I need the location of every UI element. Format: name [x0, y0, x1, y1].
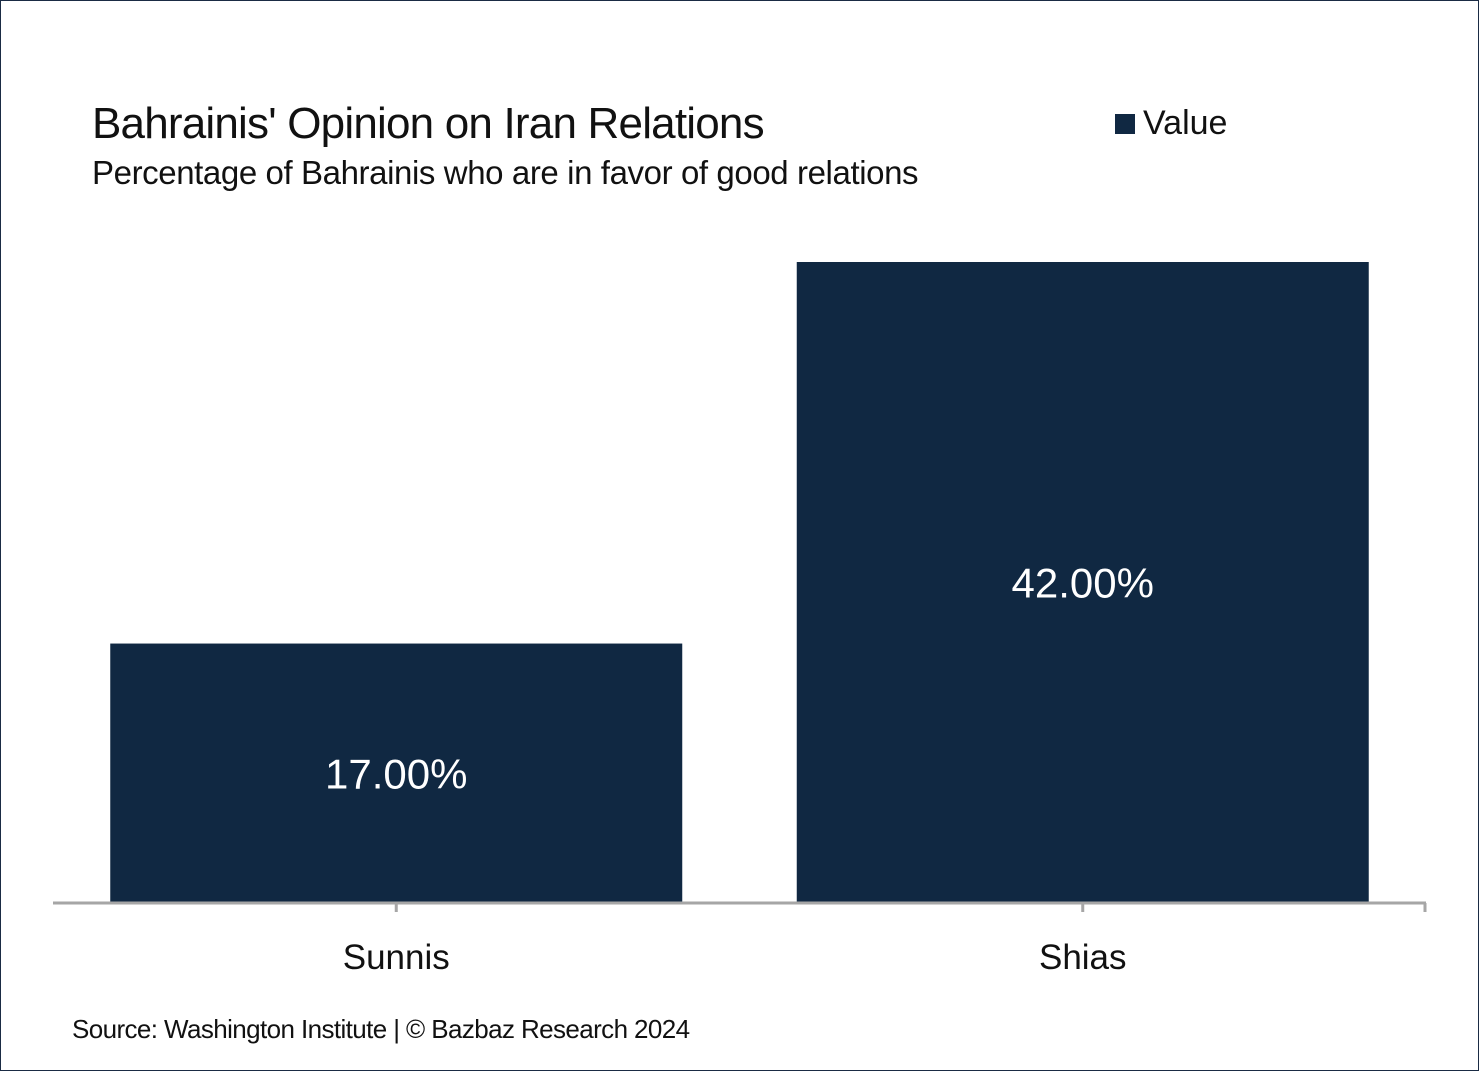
bar-sunnis	[110, 643, 683, 903]
data-label-sunnis: 17.00%	[325, 750, 467, 797]
legend-swatch	[1115, 113, 1135, 134]
data-label-shias: 42.00%	[1012, 560, 1154, 607]
category-label-shias: Shias	[1039, 938, 1127, 977]
chart-title: Bahrainis' Opinion on Iran Relations	[92, 99, 765, 148]
legend: Value	[1115, 104, 1227, 143]
legend-label: Value	[1143, 104, 1228, 142]
category-label-sunnis: Sunnis	[343, 938, 450, 977]
source-note: Source: Washington Institute | © Bazbaz …	[72, 1014, 690, 1044]
bar-shias	[796, 262, 1369, 903]
chart-subtitle: Percentage of Bahrainis who are in favor…	[92, 154, 919, 191]
